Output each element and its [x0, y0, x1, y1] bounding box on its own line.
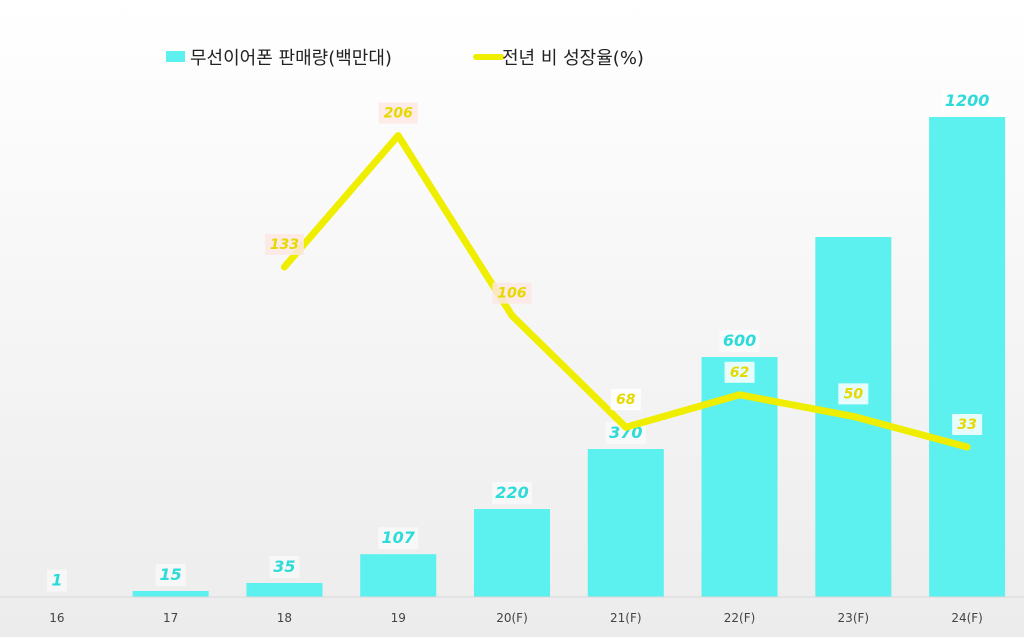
- legend-label-bar: 무선이어폰 판매량(백만대): [190, 48, 392, 69]
- bar-label-bg-24(F): [942, 90, 993, 112]
- line-label-bg-18: [264, 234, 304, 255]
- line-point-21(F): [622, 424, 629, 431]
- bar-24(F): [929, 117, 1006, 597]
- line-label-19: 206: [384, 106, 413, 122]
- x-tick-23(F): 23(F): [838, 611, 870, 625]
- line-label-20(F): 106: [497, 286, 526, 302]
- line-point-18: [281, 264, 288, 270]
- x-tick-22(F): 22(F): [724, 611, 756, 625]
- bar-label-bg-18: [269, 556, 300, 578]
- line-data-labels: 133 206 106 68 62 50 33: [264, 102, 983, 435]
- line-label-bg-23(F): [838, 383, 869, 405]
- x-tick-16: 16: [49, 611, 64, 625]
- bar-20(F): [474, 509, 550, 597]
- line-point-23(F): [850, 413, 857, 420]
- line-label-22(F): 62: [730, 365, 749, 381]
- bar-label-16: 1: [51, 571, 62, 590]
- line-label-21(F): 68: [616, 392, 636, 408]
- legend-label-line: 전년 비 성장율(%): [502, 48, 644, 69]
- line-point-24(F): [964, 444, 971, 450]
- bar-label-17: 15: [160, 565, 182, 584]
- x-tick-21(F): 21(F): [610, 611, 642, 625]
- x-tick-20(F): 20(F): [496, 611, 528, 625]
- bar-label-bg-22(F): [719, 330, 760, 352]
- line-point-20(F): [509, 312, 515, 319]
- bar-series: [18, 117, 1006, 597]
- bar-label-24(F): 1200: [945, 91, 990, 110]
- legend-swatch-bar: [166, 51, 185, 62]
- bar-label-bg-20(F): [492, 482, 532, 504]
- x-tick-24(F): 24(F): [951, 611, 983, 625]
- line-series: [280, 132, 971, 451]
- x-axis-tick-labels: 16 17 18 19 20(F) 21(F) 22(F) 23(F) 24(F): [49, 611, 983, 625]
- legend: 무선이어폰 판매량(백만대) 전년 비 성장율(%): [166, 48, 644, 69]
- bar-label-bg-19: [378, 527, 419, 550]
- bar-17: [132, 591, 209, 597]
- line-point-19: [395, 132, 402, 139]
- line-label-bg-19: [378, 102, 418, 124]
- bar-19: [360, 554, 437, 597]
- bar-21(F): [587, 449, 664, 597]
- bar-label-18: 35: [273, 557, 295, 576]
- x-tick-18: 18: [277, 611, 292, 625]
- bar-label-bg-16: [46, 569, 67, 592]
- line-label-bg-22(F): [724, 361, 755, 383]
- line-label-24(F): 33: [957, 417, 976, 433]
- bar-label-20(F): 220: [495, 483, 528, 502]
- line-label-18: 133: [270, 237, 299, 253]
- line-label-bg-21(F): [610, 389, 641, 410]
- x-tick-17: 17: [163, 611, 178, 625]
- bar-18: [246, 583, 323, 597]
- bar-label-19: 107: [382, 528, 416, 547]
- line-label-23(F): 50: [844, 386, 864, 402]
- bar-label-22(F): 600: [723, 331, 756, 350]
- line-point-22(F): [736, 391, 743, 398]
- bar-label-bg-17: [155, 564, 186, 586]
- line-label-bg-20(F): [492, 282, 532, 304]
- x-tick-19: 19: [391, 611, 406, 625]
- line-label-bg-24(F): [952, 414, 983, 435]
